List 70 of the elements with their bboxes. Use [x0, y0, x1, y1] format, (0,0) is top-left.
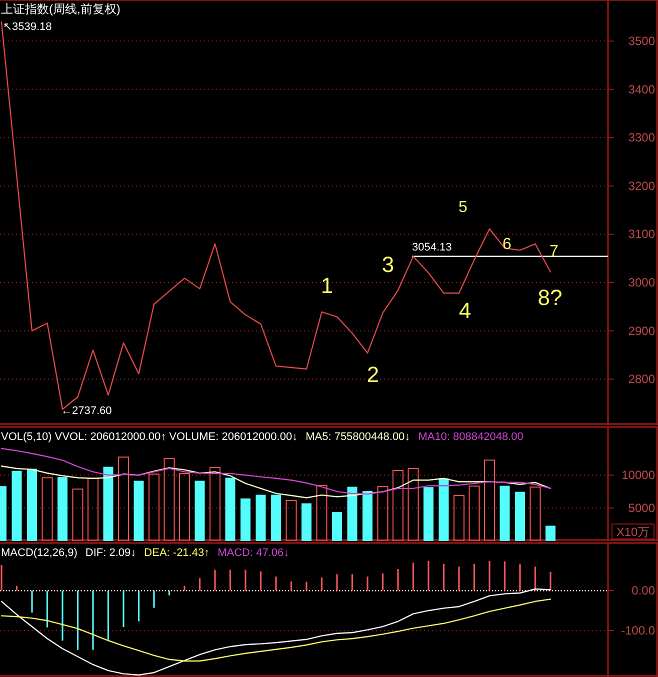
bar	[72, 488, 84, 541]
bar	[256, 494, 266, 541]
bar	[225, 478, 236, 541]
bar	[392, 470, 404, 541]
line-series	[0, 448, 552, 495]
y-tick-label: 3200	[628, 178, 656, 193]
text: DIF: 2.09↓	[85, 547, 136, 559]
bar	[484, 460, 495, 541]
bar	[12, 470, 22, 541]
y-axis-title: X10万	[616, 525, 650, 539]
annotation: 7	[550, 243, 559, 260]
bar	[148, 474, 160, 541]
text: MA10: 808842048.00	[418, 431, 524, 443]
y-tick-label: 3100	[628, 227, 656, 242]
bar	[88, 478, 98, 541]
bar	[103, 466, 114, 541]
bar	[500, 486, 510, 541]
bar	[179, 472, 190, 541]
bar	[164, 458, 175, 541]
bar	[316, 484, 328, 541]
annotation: 3	[382, 252, 394, 277]
series-label: MACD: 47.06↓	[218, 547, 290, 559]
bar	[408, 468, 419, 541]
y-tick-label: 3500	[628, 34, 656, 48]
line-series	[0, 598, 552, 662]
bar	[271, 494, 281, 541]
ref-line-label: 3054.13	[412, 241, 452, 254]
bar	[515, 492, 525, 541]
bar	[424, 487, 434, 541]
bar	[302, 503, 312, 541]
bar	[118, 456, 129, 541]
bar	[377, 486, 388, 541]
bar	[332, 512, 342, 541]
y-tick-label: 0.00	[632, 584, 656, 598]
bar	[42, 477, 53, 541]
y-tick-label: 2900	[628, 324, 656, 338]
bar	[454, 494, 464, 541]
y-tick-label: 2800	[628, 372, 656, 386]
chart-title: MACD(12,26,9)	[1, 547, 78, 559]
bar	[347, 486, 358, 541]
bar	[27, 468, 37, 541]
annotation: ←2737.60	[61, 405, 112, 417]
text: DEA: -21.43↑	[144, 547, 210, 559]
y-tick-label: 3000	[628, 276, 656, 290]
annotation: 5	[458, 199, 468, 216]
bar	[468, 486, 480, 541]
annotation: 8?	[538, 285, 562, 310]
bar	[438, 478, 449, 541]
annotation: 4	[458, 298, 472, 323]
annotation: 1	[320, 273, 334, 298]
line-series	[0, 466, 552, 498]
chart-title: 上证指数(周线,前复权)	[1, 2, 120, 16]
y-tick-label: 10000	[622, 468, 656, 482]
bar	[286, 500, 297, 541]
bar	[530, 486, 541, 541]
bar	[240, 498, 250, 541]
y-tick-label: 3300	[628, 130, 656, 145]
y-tick-label: 3400	[628, 82, 656, 96]
bar	[362, 491, 372, 541]
bar	[194, 480, 205, 541]
y-tick-label: 5000	[628, 501, 656, 516]
bar	[134, 480, 144, 541]
chart-title: VOL(5,10) VVOL: 206012000.00↑ VOLUME: 206012000.00↓	[1, 431, 298, 443]
text: MA5: 755800448.00↓	[306, 431, 410, 443]
annotation: ↖3539.18	[3, 21, 52, 33]
bar	[210, 466, 220, 541]
bar	[58, 477, 68, 541]
annotation: 2	[366, 362, 380, 387]
bar	[546, 526, 556, 541]
y-tick-label: -100.0	[620, 624, 656, 638]
